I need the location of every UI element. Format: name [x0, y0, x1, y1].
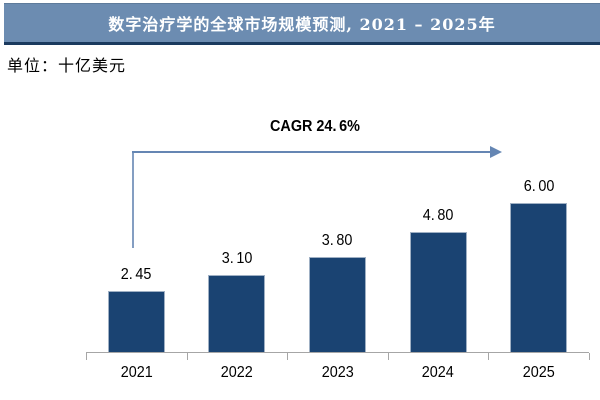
growth-arrow-line: [132, 151, 491, 153]
axis-tick: [388, 353, 389, 360]
x-axis-label: 2025: [522, 364, 555, 381]
plot-area: 2. 45 2021 3. 10 2022 3. 80 2023 4. 80 2024 6. 00 2025: [86, 177, 590, 381]
bar-group: 6. 00: [488, 177, 589, 352]
bar-2023: [308, 257, 366, 352]
x-axis-label: 2022: [220, 364, 253, 381]
cagr-label: CAGR 24. 6%: [270, 118, 360, 135]
bar-value-label: 3. 10: [221, 250, 253, 267]
bar-group: 2. 45: [86, 177, 187, 352]
bar-2024: [409, 232, 467, 352]
bar-group: 3. 80: [287, 177, 388, 352]
x-axis-label: 2024: [422, 364, 455, 381]
bar-group: 3. 10: [187, 177, 288, 352]
bar-value-label: 2. 45: [120, 266, 152, 283]
axis-tick: [589, 353, 590, 360]
chart-title-bar: 数字治疗学的全球市场规模预测, 2021 – 2025年: [4, 3, 600, 45]
unit-label: 单位：十亿美元: [7, 56, 127, 75]
axis-tick: [287, 353, 288, 360]
bar-value-label: 4. 80: [422, 207, 454, 224]
x-axis-label: 2023: [321, 364, 354, 381]
axis-tick: [187, 353, 188, 360]
bar-2021: [107, 291, 165, 352]
bar-group: 4. 80: [388, 177, 489, 352]
chart-title: 数字治疗学的全球市场规模预测, 2021 – 2025年: [108, 15, 496, 34]
bar-value-label: 3. 80: [322, 232, 353, 249]
axis-tick: [488, 353, 489, 360]
x-axis-label: 2021: [120, 364, 153, 381]
growth-arrow-head-icon: [490, 146, 502, 158]
axis-tick: [86, 353, 87, 360]
bar-2025: [510, 203, 568, 352]
bar-value-label: 6. 00: [523, 178, 555, 195]
growth-arrow-vertical-line: [132, 151, 134, 248]
bar-2022: [208, 275, 266, 352]
